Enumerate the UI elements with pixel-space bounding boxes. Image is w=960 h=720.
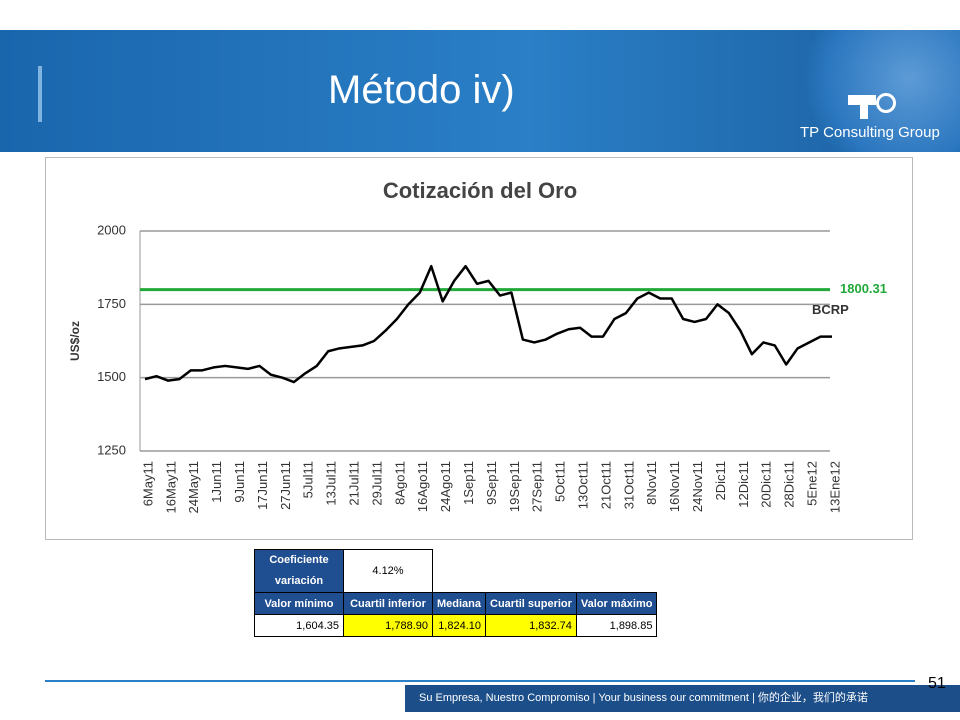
x-tick-label: 13Oct11 xyxy=(576,461,591,509)
x-tick-label: 9Sep11 xyxy=(484,461,499,505)
x-tick-label: 1Jun11 xyxy=(209,461,224,503)
x-tick-label: 17Jun11 xyxy=(255,461,270,510)
chart-frame xyxy=(45,157,913,540)
logo-mark xyxy=(860,105,868,119)
x-tick-label: 27Sep11 xyxy=(530,461,545,512)
x-tick-label: 24Nov11 xyxy=(690,461,705,512)
footer-line xyxy=(45,680,915,682)
x-tick-label: 8Ago11 xyxy=(392,461,407,505)
y-tick-label: 1750 xyxy=(97,296,126,311)
slide-title: Método iv) xyxy=(328,68,515,112)
x-tick-label: 24May11 xyxy=(186,461,201,514)
table-value: 1,788.90 xyxy=(343,614,433,637)
x-tick-label: 28Dic11 xyxy=(782,461,797,508)
x-tick-label: 29Jul11 xyxy=(369,461,384,506)
table-header: Mediana xyxy=(431,592,487,615)
x-tick-label: 16Ago11 xyxy=(415,461,430,512)
x-tick-label: 16May11 xyxy=(163,461,178,514)
x-tick-label: 6May11 xyxy=(140,461,155,506)
x-tick-label: 12Dic11 xyxy=(736,461,751,508)
table-header: Cuartil inferior xyxy=(343,592,433,615)
x-tick-label: 5Jul11 xyxy=(301,461,316,498)
reference-label: 1800.31 xyxy=(840,281,887,296)
cv-value: 4.12% xyxy=(343,549,433,593)
y-axis-label: US$/oz xyxy=(68,321,82,361)
x-tick-label: 13Ene12 xyxy=(827,461,842,513)
x-tick-label: 27Jun11 xyxy=(278,461,293,510)
x-tick-label: 24Ago11 xyxy=(438,461,453,512)
x-tick-label: 21Oct11 xyxy=(598,461,613,509)
x-tick-label: 20Dic11 xyxy=(759,461,774,508)
x-tick-label: 5Oct11 xyxy=(553,461,568,502)
footer: Su Empresa, Nuestro Compromiso | Your bu… xyxy=(405,685,960,712)
x-tick-label: 9Jun11 xyxy=(232,461,247,503)
page-number: 51 xyxy=(928,675,946,692)
x-tick-label: 21Jul11 xyxy=(347,461,362,506)
x-tick-label: 2Dic11 xyxy=(713,461,728,501)
table-value: 1,898.85 xyxy=(575,614,658,637)
x-tick-label: 8Nov11 xyxy=(644,461,659,505)
series-line xyxy=(144,264,832,384)
x-tick-label: 19Sep11 xyxy=(507,461,522,512)
x-tick-label: 16Nov11 xyxy=(667,461,682,512)
table-header: Cuartil superior xyxy=(485,592,577,615)
logo-mark xyxy=(876,93,896,113)
stats-table: Coeficiente variación 4.12% Valor mínimo C… xyxy=(254,549,658,637)
x-tick-label: 31Oct11 xyxy=(621,461,636,509)
logo-text: TP Consulting Group xyxy=(800,124,940,141)
table-header: Valor máximo xyxy=(575,592,658,615)
cv-label: Coeficiente variación xyxy=(254,549,344,593)
header-accent xyxy=(38,66,42,122)
x-tick-label: 13Jul11 xyxy=(324,461,339,506)
chart-title: Cotización del Oro xyxy=(383,178,577,203)
y-tick-label: 2000 xyxy=(97,222,126,237)
table-value: 1,832.74 xyxy=(485,614,577,637)
logo-globe xyxy=(790,30,960,152)
series-label: BCRP xyxy=(812,302,849,317)
table-value: 1,824.10 xyxy=(431,614,487,637)
table-value: 1,604.35 xyxy=(254,614,344,637)
x-tick-label: 5Ene12 xyxy=(805,461,820,506)
table-header: Valor mínimo xyxy=(254,592,344,615)
logo-mark xyxy=(848,95,876,105)
x-tick-label: 1Sep11 xyxy=(461,461,476,505)
y-tick-label: 1500 xyxy=(97,369,126,384)
y-tick-label: 1250 xyxy=(97,442,126,457)
